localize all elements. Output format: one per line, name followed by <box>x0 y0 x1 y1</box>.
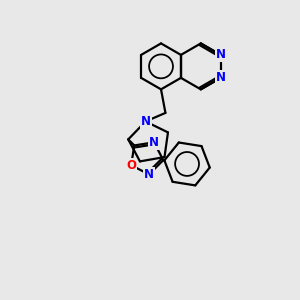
Text: N: N <box>216 71 226 84</box>
Text: N: N <box>149 136 159 149</box>
Text: N: N <box>216 48 226 62</box>
Text: N: N <box>141 115 151 128</box>
Text: N: N <box>144 168 154 181</box>
Text: O: O <box>126 159 136 172</box>
